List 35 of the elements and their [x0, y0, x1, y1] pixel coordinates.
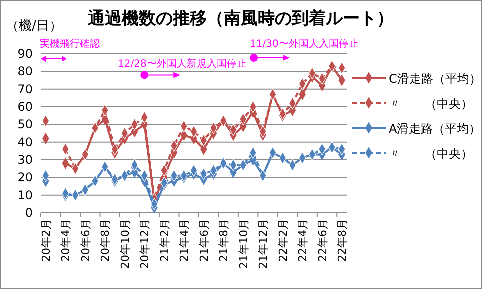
x-tick-label: 20年8月	[99, 219, 112, 262]
x-tick-label: 20年12月	[138, 219, 152, 269]
x-tick-label: 21年10月	[237, 219, 250, 269]
x-tick-label: 20年4月	[60, 219, 73, 262]
y-tick-label: 0	[25, 206, 33, 220]
x-tick-label: 22年4月	[296, 219, 310, 262]
legend-label: C滑走路（平均）	[389, 72, 482, 86]
chart-title: 通過機数の推移（南風時の到着ルート）	[87, 9, 394, 29]
x-tick-label: 22年6月	[316, 219, 330, 262]
legend-label: A滑走路（平均）	[389, 122, 482, 136]
x-tick-label: 21年4月	[178, 219, 192, 262]
y-tick-label: 70	[18, 82, 33, 96]
x-tick-label: 22年8月	[336, 219, 350, 262]
annotation: 12/28〜外国人新規入国停止	[118, 58, 247, 70]
x-tick-label: 20年2月	[40, 219, 53, 262]
y-axis-title: （機/日）	[6, 19, 62, 34]
y-tick-label: 30	[18, 153, 33, 167]
legend-label: 〃 （中央）	[389, 97, 473, 111]
y-tick-label: 80	[18, 64, 33, 79]
y-tick-label: 50	[18, 118, 33, 132]
text: 実機飛行確認	[40, 38, 100, 50]
x-tick-label: 21年2月	[158, 219, 172, 262]
y-tick-label: 20	[18, 170, 33, 185]
y-tick-label: 10	[18, 188, 33, 202]
y-tick-label: 40	[18, 135, 33, 150]
x-tick-label: 21年12月	[257, 219, 270, 269]
x-tick-label: 20年10月	[118, 219, 132, 269]
x-tick-label: 21年8月	[218, 219, 231, 262]
legend-label: 〃 （中央）	[389, 147, 473, 161]
x-tick-label: 21年6月	[198, 219, 211, 262]
y-tick-label: 90	[18, 47, 33, 61]
x-tick-label: 20年6月	[79, 219, 92, 262]
y-tick-label: 60	[18, 100, 33, 114]
text: 11/30〜外国人入国停止	[250, 38, 359, 50]
x-tick-label: 22年2月	[276, 219, 290, 262]
